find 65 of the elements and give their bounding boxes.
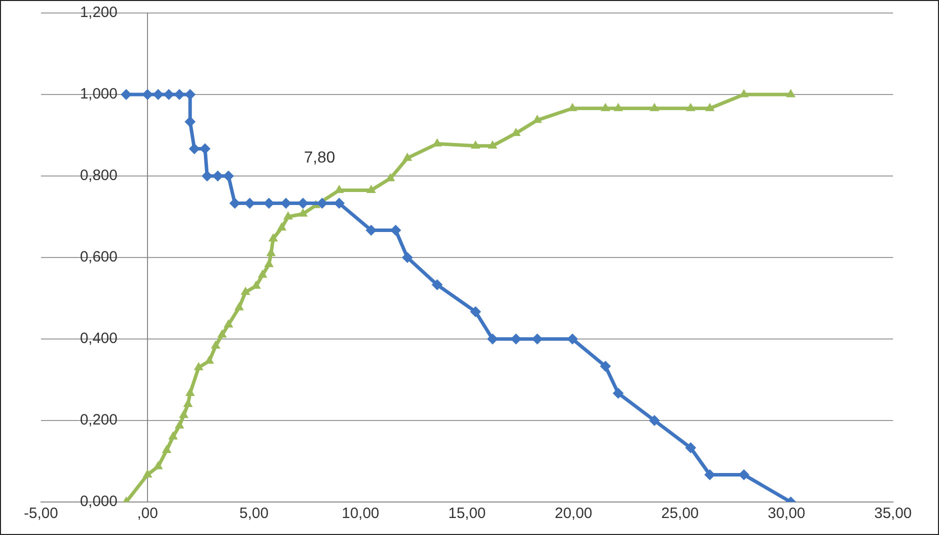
y-tick-label: 1,000	[80, 86, 118, 103]
point	[705, 102, 715, 112]
point	[200, 143, 211, 154]
point	[432, 279, 443, 290]
point	[184, 89, 196, 100]
y-tick-label: 0,400	[80, 330, 118, 348]
point	[258, 270, 268, 278]
point	[194, 362, 204, 370]
point	[685, 442, 696, 454]
y-tick-label: 0,200	[80, 412, 118, 429]
point	[650, 102, 660, 112]
point	[178, 410, 188, 418]
point	[386, 172, 396, 182]
point	[366, 184, 376, 194]
point	[224, 319, 234, 328]
point	[188, 143, 200, 154]
point	[120, 89, 132, 100]
point	[470, 140, 480, 149]
point	[168, 431, 178, 440]
x-tick-label: 10,00	[342, 505, 380, 522]
point	[334, 184, 344, 194]
point	[142, 469, 152, 478]
annotation: 7,80	[304, 150, 336, 167]
point	[153, 461, 163, 470]
point	[402, 152, 412, 161]
point	[234, 302, 244, 310]
point	[600, 102, 610, 112]
point	[648, 415, 660, 426]
point	[612, 388, 624, 399]
point	[240, 286, 250, 295]
point	[184, 116, 196, 128]
point	[786, 89, 796, 98]
point	[210, 340, 220, 349]
point	[402, 252, 413, 263]
point	[174, 420, 184, 429]
x-tick-label: 25,00	[661, 505, 699, 522]
point	[568, 102, 578, 112]
x-tick-label: ,00	[137, 505, 158, 522]
point	[142, 89, 153, 100]
point	[488, 140, 498, 149]
point	[204, 356, 214, 364]
point	[163, 89, 174, 100]
point	[298, 208, 308, 217]
x-tick-label: 20,00	[554, 505, 592, 522]
x-tick-label: 15,00	[448, 505, 486, 522]
x-tick-label: 35,00	[874, 505, 912, 522]
point	[470, 306, 482, 318]
x-tick-label: 30,00	[768, 505, 806, 522]
y-tick-label: 1,200	[80, 4, 118, 22]
point	[600, 360, 611, 372]
x-tick-label: 5,00	[239, 505, 269, 522]
y-tick-label: 0,800	[80, 167, 118, 184]
point	[283, 211, 293, 220]
point	[162, 444, 172, 453]
point	[276, 222, 286, 231]
point	[686, 102, 696, 112]
point	[268, 233, 278, 242]
point	[217, 329, 227, 338]
x-tick-label: -5,00	[24, 505, 58, 522]
point	[532, 114, 542, 123]
point	[613, 102, 623, 112]
y-tick-label: 0,600	[80, 248, 118, 266]
point	[212, 170, 224, 182]
point	[532, 334, 543, 344]
point	[185, 388, 195, 396]
